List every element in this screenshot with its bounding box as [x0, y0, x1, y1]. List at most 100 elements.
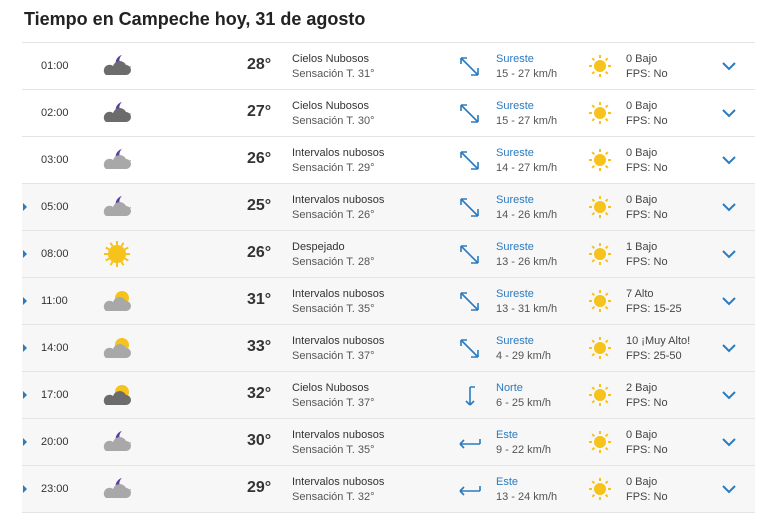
- wind-speed: 14 - 27 km/h: [496, 162, 558, 174]
- hour-label: 14:00: [41, 342, 69, 354]
- wind-block: Sureste 4 - 29 km/h: [496, 334, 551, 364]
- uv-index: 0 Bajo: [626, 194, 658, 206]
- wind-block: Este 13 - 24 km/h: [496, 475, 557, 505]
- uv-sun-icon: [589, 149, 611, 171]
- uv-sun-icon: [589, 243, 611, 265]
- hour-label: 20:00: [41, 436, 69, 448]
- wind-direction: Sureste: [496, 147, 534, 159]
- expand-caret-icon[interactable]: [23, 297, 27, 305]
- condition-text: Cielos Nubosos: [292, 382, 370, 394]
- wind-direction: Sureste: [496, 288, 534, 300]
- forecast-row[interactable]: 05:00 25° Intervalos nubosos Sensación T…: [22, 184, 755, 231]
- forecast-row[interactable]: 23:00 29° Intervalos nubosos Sensación T…: [22, 466, 755, 513]
- condition-text: Cielos Nubosos: [292, 100, 370, 112]
- chevron-down-icon[interactable]: [721, 294, 737, 306]
- hour-label: 17:00: [41, 389, 69, 401]
- wind-east-icon: [458, 478, 482, 502]
- temperature: 25°: [247, 197, 272, 214]
- chevron-down-icon[interactable]: [721, 247, 737, 259]
- chevron-down-icon[interactable]: [721, 482, 737, 494]
- wind-direction: Sureste: [496, 335, 534, 347]
- partly-cloudy-day-icon: [100, 334, 134, 362]
- forecast-row[interactable]: 14:00 33° Intervalos nubosos Sensación T…: [22, 325, 755, 372]
- hour-label: 03:00: [41, 154, 69, 166]
- wind-speed: 15 - 27 km/h: [496, 68, 558, 80]
- chevron-down-icon[interactable]: [721, 153, 737, 165]
- sun-icon: [100, 240, 134, 268]
- wind-speed: 14 - 26 km/h: [496, 209, 558, 221]
- expand-caret-icon[interactable]: [23, 485, 27, 493]
- expand-caret-icon[interactable]: [23, 344, 27, 352]
- wind-speed: 15 - 27 km/h: [496, 115, 558, 127]
- chevron-down-icon[interactable]: [721, 59, 737, 71]
- wind-direction: Este: [496, 476, 519, 488]
- condition-text: Intervalos nubosos: [292, 288, 385, 300]
- expand-caret-icon[interactable]: [23, 250, 27, 258]
- temperature: 26°: [247, 244, 272, 261]
- uv-block: 0 Bajo FPS: No: [626, 146, 668, 176]
- condition-block: Cielos Nubosos Sensación T. 37°: [292, 381, 374, 411]
- wind-speed: 9 - 22 km/h: [496, 444, 552, 456]
- wind-speed: 13 - 24 km/h: [496, 491, 558, 503]
- uv-block: 0 Bajo FPS: No: [626, 99, 668, 129]
- feels-like-text: Sensación T. 35°: [292, 444, 375, 456]
- forecast-row[interactable]: 03:00 26° Intervalos nubosos Sensación T…: [22, 137, 755, 184]
- wind-block: Sureste 15 - 27 km/h: [496, 52, 557, 82]
- forecast-row[interactable]: 20:00 30° Intervalos nubosos Sensación T…: [22, 419, 755, 466]
- wind-block: Sureste 13 - 26 km/h: [496, 240, 557, 270]
- temperature: 30°: [247, 432, 272, 449]
- wind-southeast-icon: [458, 196, 482, 220]
- forecast-row[interactable]: 17:00 32° Cielos Nubosos Sensación T. 37…: [22, 372, 755, 419]
- cloudy-night-dark-icon: [100, 52, 134, 80]
- feels-like-text: Sensación T. 32°: [292, 491, 375, 503]
- chevron-down-icon[interactable]: [721, 435, 737, 447]
- feels-like-text: Sensación T. 28°: [292, 256, 375, 268]
- fps-text: FPS: No: [626, 68, 668, 80]
- condition-text: Despejado: [292, 241, 345, 253]
- partly-cloudy-night-icon: [100, 193, 134, 221]
- condition-block: Cielos Nubosos Sensación T. 30°: [292, 99, 374, 129]
- wind-block: Este 9 - 22 km/h: [496, 428, 551, 458]
- partly-cloudy-night-icon: [100, 475, 134, 503]
- fps-text: FPS: No: [626, 444, 668, 456]
- hour-label: 11:00: [41, 295, 68, 307]
- wind-block: Sureste 14 - 27 km/h: [496, 146, 557, 176]
- expand-caret-icon[interactable]: [23, 203, 27, 211]
- expand-caret-icon[interactable]: [23, 391, 27, 399]
- wind-southeast-icon: [458, 149, 482, 173]
- chevron-down-icon[interactable]: [721, 200, 737, 212]
- chevron-down-icon[interactable]: [721, 106, 737, 118]
- condition-block: Intervalos nubosos Sensación T. 37°: [292, 334, 384, 364]
- temperature: 32°: [247, 385, 272, 402]
- condition-block: Intervalos nubosos Sensación T. 29°: [292, 146, 384, 176]
- temperature: 28°: [247, 56, 272, 73]
- forecast-row[interactable]: 02:00 27° Cielos Nubosos Sensación T. 30…: [22, 90, 755, 137]
- forecast-row[interactable]: 08:00 26° Despejado Sensación T. 28° Sur…: [22, 231, 755, 278]
- wind-speed: 13 - 31 km/h: [496, 303, 558, 315]
- wind-speed: 13 - 26 km/h: [496, 256, 558, 268]
- forecast-row[interactable]: 01:00 28° Cielos Nubosos Sensación T. 31…: [22, 43, 755, 90]
- expand-caret-icon[interactable]: [23, 438, 27, 446]
- uv-block: 0 Bajo FPS: No: [626, 428, 668, 458]
- wind-direction: Sureste: [496, 241, 534, 253]
- temperature: 31°: [247, 291, 272, 308]
- uv-block: 10 ¡Muy Alto! FPS: 25-50: [626, 334, 690, 364]
- hour-label: 08:00: [41, 248, 69, 260]
- fps-text: FPS: No: [626, 115, 668, 127]
- chevron-down-icon[interactable]: [721, 388, 737, 400]
- uv-sun-icon: [589, 431, 611, 453]
- uv-index: 0 Bajo: [626, 476, 658, 488]
- wind-direction: Este: [496, 429, 519, 441]
- hourly-forecast-table: 01:00 28° Cielos Nubosos Sensación T. 31…: [22, 42, 755, 513]
- wind-block: Sureste 15 - 27 km/h: [496, 99, 557, 129]
- partly-cloudy-night-icon: [100, 428, 134, 456]
- partly-cloudy-day-icon: [100, 287, 134, 315]
- wind-southeast-icon: [458, 290, 482, 314]
- fps-text: FPS: No: [626, 256, 668, 268]
- fps-text: FPS: 15-25: [626, 303, 682, 315]
- chevron-down-icon[interactable]: [721, 341, 737, 353]
- feels-like-text: Sensación T. 37°: [292, 350, 375, 362]
- wind-direction: Sureste: [496, 53, 534, 65]
- forecast-row[interactable]: 11:00 31° Intervalos nubosos Sensación T…: [22, 278, 755, 325]
- fps-text: FPS: No: [626, 162, 668, 174]
